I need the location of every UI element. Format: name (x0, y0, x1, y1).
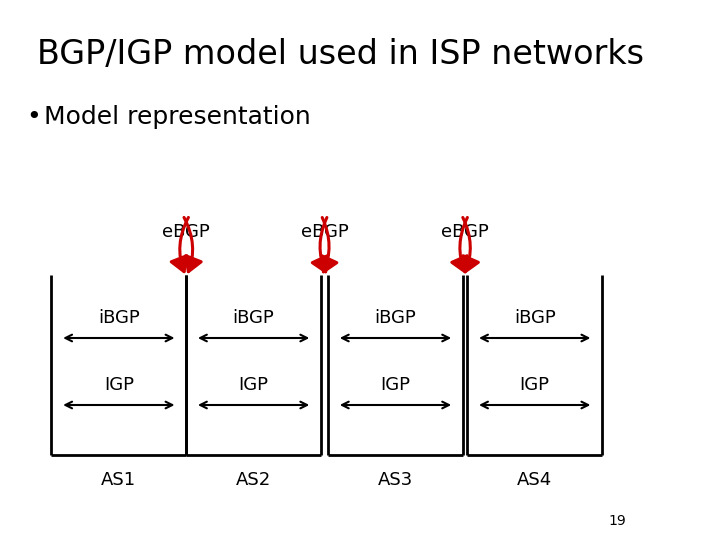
Text: IGP: IGP (238, 376, 269, 394)
Text: iBGP: iBGP (98, 309, 140, 327)
FancyArrowPatch shape (463, 218, 478, 272)
FancyArrowPatch shape (322, 218, 337, 272)
Text: eBGP: eBGP (441, 223, 489, 241)
Text: iBGP: iBGP (233, 309, 274, 327)
Text: AS2: AS2 (236, 471, 271, 489)
Text: BGP/IGP model used in ISP networks: BGP/IGP model used in ISP networks (37, 38, 644, 71)
Text: AS1: AS1 (102, 471, 136, 489)
Text: •: • (27, 105, 41, 129)
FancyArrowPatch shape (452, 218, 467, 272)
Text: iBGP: iBGP (374, 309, 416, 327)
Text: Model representation: Model representation (45, 105, 311, 129)
Text: iBGP: iBGP (514, 309, 556, 327)
Text: AS3: AS3 (378, 471, 413, 489)
FancyArrowPatch shape (184, 218, 201, 272)
Text: AS4: AS4 (517, 471, 552, 489)
Text: IGP: IGP (520, 376, 549, 394)
FancyArrowPatch shape (171, 218, 189, 272)
Text: IGP: IGP (104, 376, 134, 394)
Text: eBGP: eBGP (162, 223, 210, 241)
Text: eBGP: eBGP (301, 223, 348, 241)
FancyArrowPatch shape (312, 218, 328, 272)
Text: IGP: IGP (380, 376, 410, 394)
Text: 19: 19 (608, 514, 626, 528)
